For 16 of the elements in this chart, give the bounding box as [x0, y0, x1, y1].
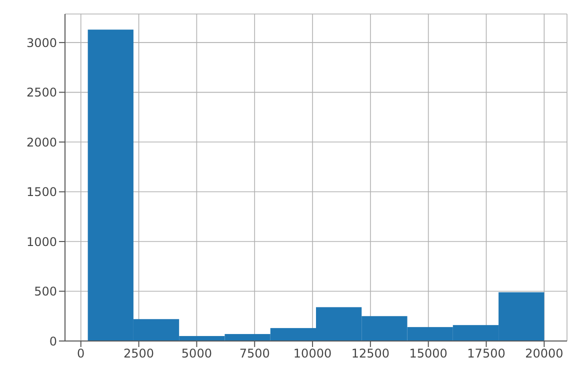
x-tick-label: 20000: [525, 346, 564, 361]
y-tick-label: 500: [34, 284, 57, 299]
x-tick-label: 17500: [467, 346, 506, 361]
x-tick-label: 12500: [351, 346, 390, 361]
x-tick-label: 10000: [293, 346, 332, 361]
x-tick-label: 5000: [181, 346, 212, 361]
y-tick-label: 2000: [26, 135, 57, 150]
y-tick-label: 2500: [26, 86, 57, 100]
y-tick-label: 0: [49, 334, 57, 348]
x-tick-label: 2500: [124, 346, 154, 361]
x-tick-label: 7500: [239, 346, 270, 361]
y-tick-label: 1000: [26, 234, 57, 249]
x-tick-label: 0: [77, 346, 85, 361]
y-tick-label: 3000: [26, 36, 57, 50]
y-tick-label: 1500: [26, 185, 57, 200]
x-tick-label: 15000: [409, 346, 448, 361]
